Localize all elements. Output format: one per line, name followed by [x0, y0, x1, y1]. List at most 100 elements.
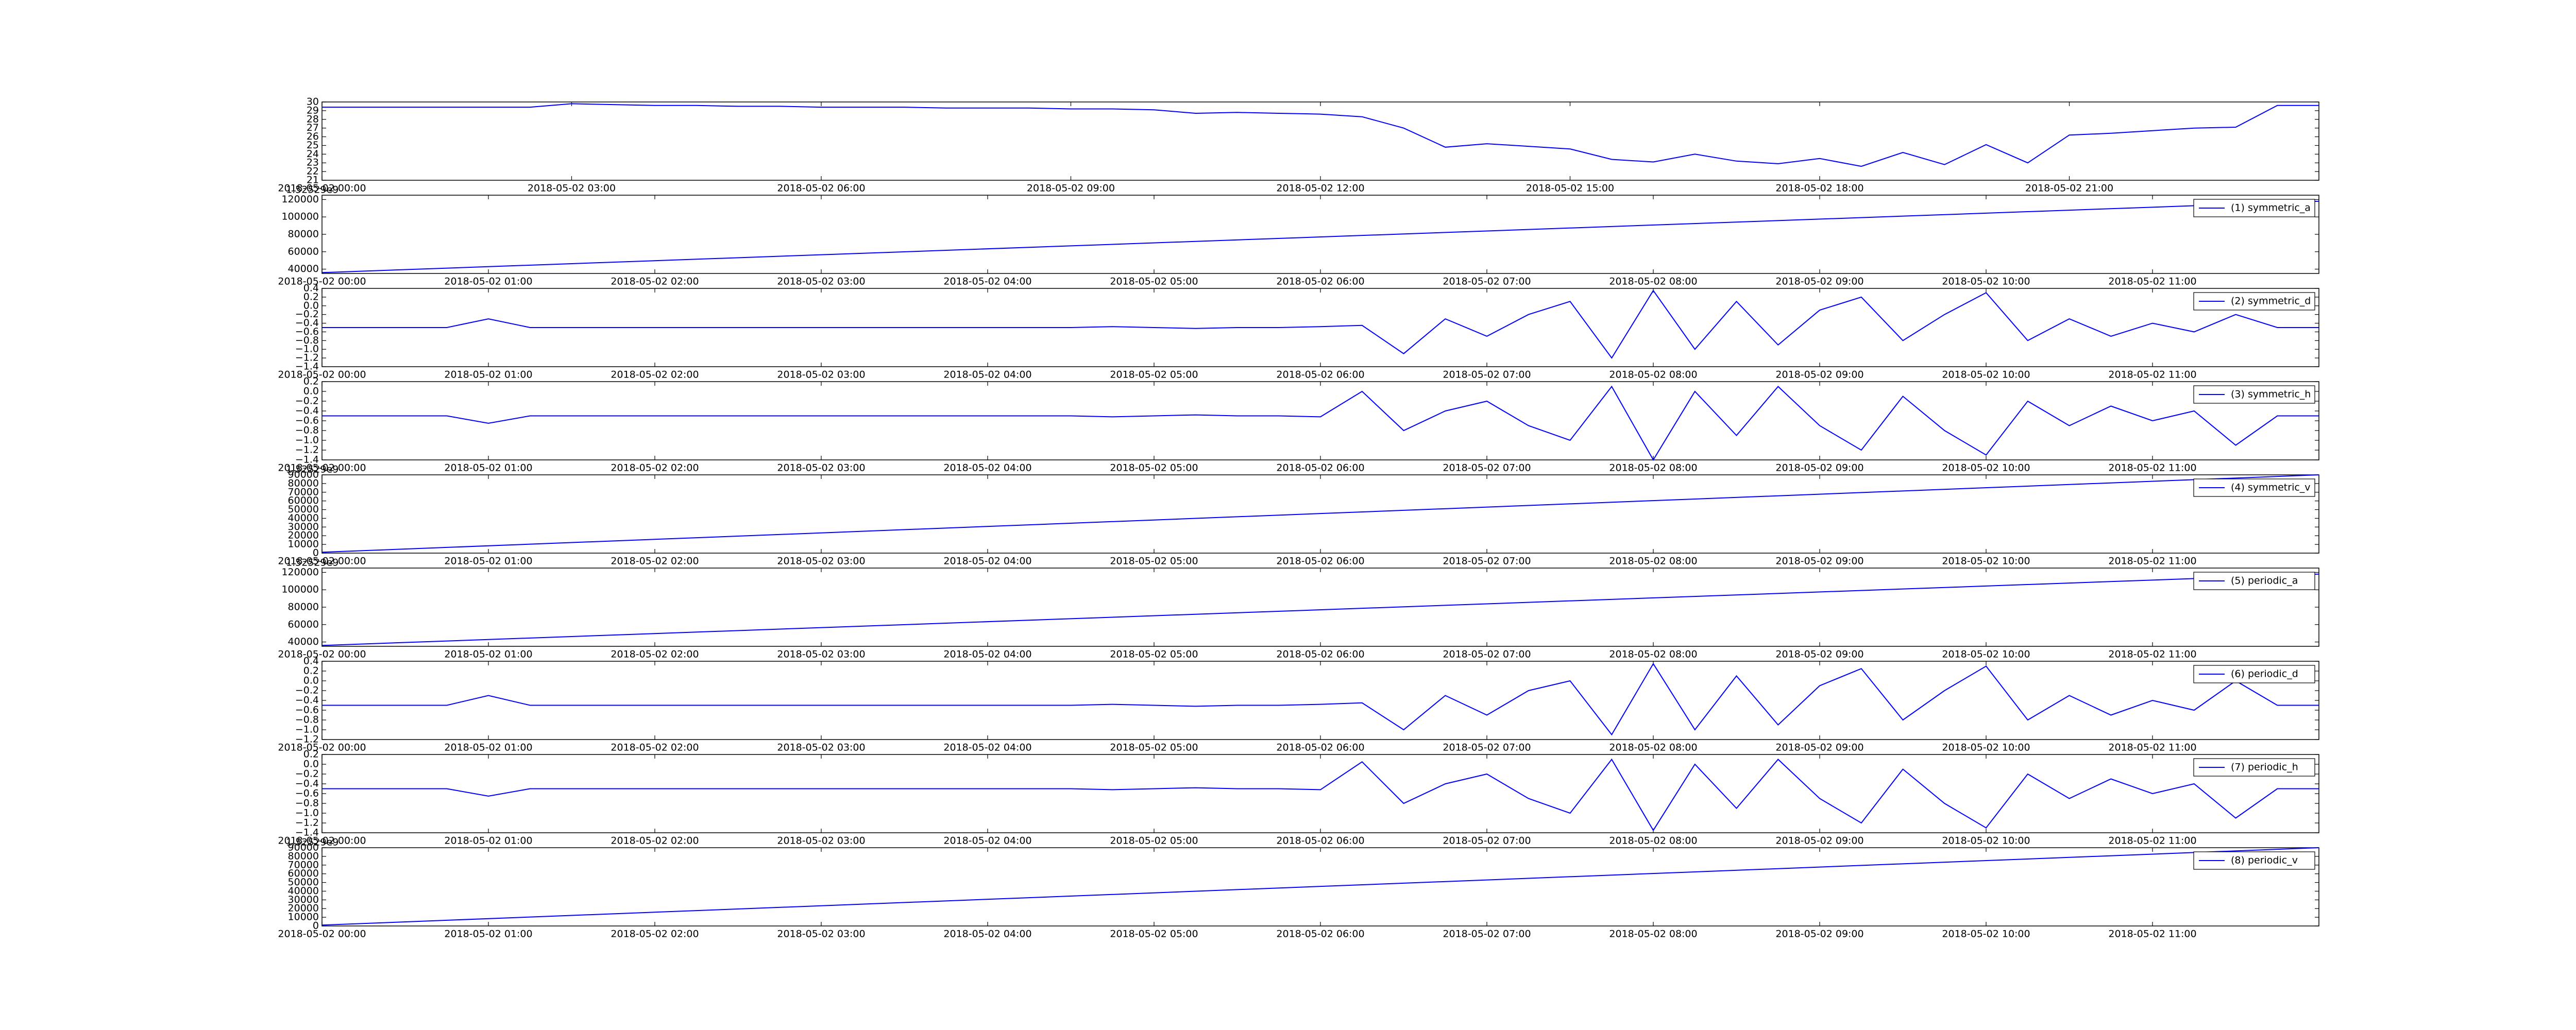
x-tick-label: 2018-05-02 06:00: [1276, 649, 1364, 660]
y-tick-label: 0.0: [303, 675, 319, 686]
y-tick-label: 0.0: [303, 759, 319, 770]
x-tick-label: 2018-05-02 00:00: [278, 369, 366, 381]
y-tick-label: −1.0: [295, 344, 319, 355]
x-tick-label: 2018-05-02 09:00: [1775, 556, 1863, 567]
y-tick-label: 70000: [288, 859, 319, 870]
data-line: [321, 847, 2319, 926]
y-tick-label: 27: [307, 122, 319, 133]
x-tick-label: 2018-05-02 02:00: [611, 742, 699, 753]
y-tick-label: 60000: [288, 868, 319, 879]
y-tick-label: 0.2: [303, 376, 319, 387]
offset-text: 1.52529e9: [286, 557, 338, 569]
x-tick-label: 2018-05-02 10:00: [1942, 742, 2030, 753]
legend-label: (3) symmetric_h: [2231, 389, 2311, 400]
x-tick-label: 2018-05-02 03:00: [777, 556, 865, 567]
y-tick-label: 40000: [288, 512, 319, 524]
y-tick-label: 30000: [288, 521, 319, 533]
x-tick-label: 2018-05-02 03:00: [777, 929, 865, 940]
x-tick-label: 2018-05-02 00:00: [278, 183, 366, 194]
y-tick-label: 21: [307, 175, 319, 186]
x-tick-label: 2018-05-02 07:00: [1443, 742, 1531, 753]
y-tick-label: −1.0: [295, 724, 319, 735]
x-tick-label: 2018-05-02 02:00: [611, 835, 699, 847]
y-tick-label: 120000: [281, 566, 319, 578]
x-tick-label: 2018-05-02 11:00: [2108, 835, 2196, 847]
x-tick-label: 2018-05-02 10:00: [1942, 929, 2030, 940]
y-tick-label: −1.4: [295, 827, 319, 838]
offset-text: 1.52529e9: [286, 837, 338, 848]
x-tick-label: 2018-05-02 02:00: [611, 369, 699, 381]
x-tick-label: 2018-05-02 10:00: [1942, 369, 2030, 381]
y-tick-label: −0.8: [295, 425, 319, 436]
x-tick-label: 2018-05-02 03:00: [777, 462, 865, 474]
data-line: [322, 662, 2319, 736]
data-line: [322, 385, 2319, 461]
y-tick-label: −0.4: [295, 405, 319, 417]
y-tick-label: 23: [307, 157, 319, 168]
y-tick-label: 24: [307, 148, 319, 160]
y-tick-label: −1.4: [295, 361, 319, 372]
x-tick-label: 2018-05-02 08:00: [1609, 835, 1697, 847]
x-tick-label: 2018-05-02 04:00: [943, 742, 1031, 753]
x-tick-label: 2018-05-02 10:00: [1942, 276, 2030, 287]
x-tick-label: 2018-05-02 01:00: [444, 556, 532, 567]
y-tick-label: −0.2: [295, 685, 319, 696]
x-tick-label: 2018-05-02 02:00: [611, 929, 699, 940]
y-tick-label: 20000: [288, 903, 319, 914]
x-tick-label: 2018-05-02 10:00: [1942, 556, 2030, 567]
y-tick-label: 60000: [288, 495, 319, 506]
y-tick-label: −1.0: [295, 808, 319, 819]
x-tick-label: 2018-05-02 04:00: [943, 276, 1031, 287]
x-tick-label: 2018-05-02 02:00: [611, 276, 699, 287]
x-tick-label: 2018-05-02 05:00: [1110, 462, 1198, 474]
x-tick-label: 2018-05-02 07:00: [1443, 369, 1531, 381]
x-tick-label: 2018-05-02 06:00: [777, 183, 865, 194]
x-tick-label: 2018-05-02 00:00: [278, 276, 366, 287]
y-tick-label: 0.4: [303, 656, 319, 667]
x-tick-label: 2018-05-02 21:00: [2025, 183, 2113, 194]
x-tick-label: 2018-05-02 10:00: [1942, 649, 2030, 660]
y-tick-label: −0.4: [295, 778, 319, 789]
x-tick-label: 2018-05-02 02:00: [611, 462, 699, 474]
legend-label: (1) symmetric_a: [2231, 202, 2311, 214]
y-tick-label: 22: [307, 166, 319, 177]
x-tick-label: 2018-05-02 01:00: [444, 929, 532, 940]
y-tick-label: −0.2: [295, 308, 319, 320]
x-tick-label: 2018-05-02 11:00: [2108, 649, 2196, 660]
y-tick-label: −0.6: [295, 788, 319, 799]
y-tick-label: −0.2: [295, 396, 319, 407]
x-tick-label: 2018-05-02 06:00: [1276, 742, 1364, 753]
x-tick-label: 2018-05-02 06:00: [1276, 929, 1364, 940]
x-tick-label: 2018-05-02 00:00: [278, 462, 366, 474]
x-tick-label: 2018-05-02 05:00: [1110, 369, 1198, 381]
x-tick-label: 2018-05-02 01:00: [444, 369, 532, 381]
x-tick-label: 2018-05-02 07:00: [1443, 462, 1531, 474]
x-tick-label: 2018-05-02 04:00: [943, 649, 1031, 660]
x-tick-label: 2018-05-02 09:00: [1775, 369, 1863, 381]
data-line: [322, 758, 2319, 832]
x-tick-label: 2018-05-02 12:00: [1276, 183, 1364, 194]
y-tick-label: −0.6: [295, 326, 319, 337]
x-tick-label: 2018-05-02 00:00: [278, 742, 366, 753]
x-tick-label: 2018-05-02 04:00: [943, 462, 1031, 474]
y-tick-label: 100000: [281, 584, 319, 595]
legend-box: [2193, 572, 2315, 590]
y-tick-label: 40000: [288, 636, 319, 647]
y-tick-label: 25: [307, 140, 319, 151]
legend-label: (2) symmetric_d: [2231, 296, 2311, 307]
y-tick-label: 0.0: [303, 300, 319, 311]
y-tick-label: −0.6: [295, 705, 319, 716]
x-tick-label: 2018-05-02 08:00: [1609, 369, 1697, 381]
x-tick-label: 2018-05-02 09:00: [1775, 276, 1863, 287]
y-tick-label: −1.0: [295, 435, 319, 446]
data-line: [322, 289, 2319, 359]
x-tick-label: 2018-05-02 06:00: [1276, 835, 1364, 847]
x-tick-label: 2018-05-02 03:00: [777, 835, 865, 847]
x-tick-label: 2018-05-02 09:00: [1775, 742, 1863, 753]
x-tick-label: 2018-05-02 09:00: [1775, 649, 1863, 660]
y-tick-label: −1.2: [295, 444, 319, 456]
x-tick-label: 2018-05-02 09:00: [1027, 183, 1115, 194]
y-tick-label: 0.0: [303, 386, 319, 397]
x-tick-label: 2018-05-02 08:00: [1609, 556, 1697, 567]
